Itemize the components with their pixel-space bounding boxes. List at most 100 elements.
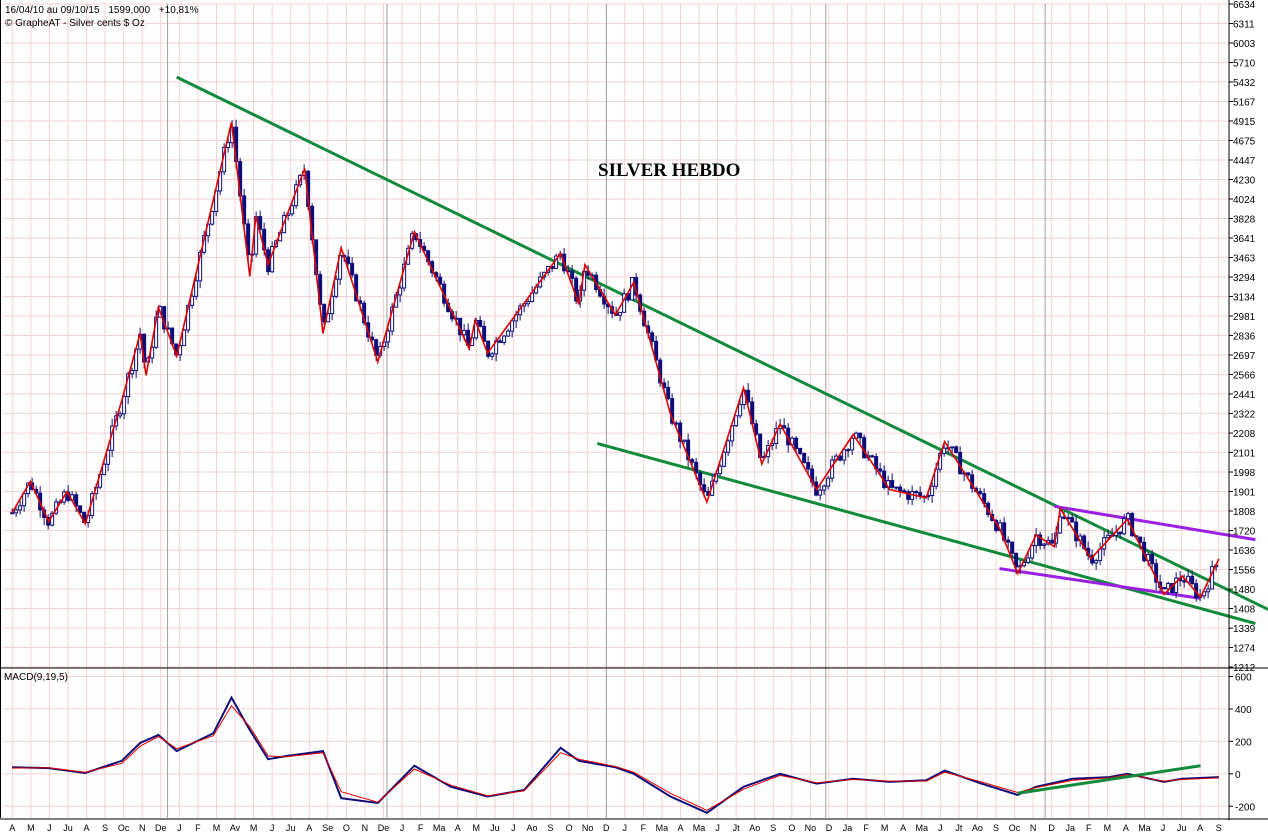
price-tick-label: 1556 xyxy=(1233,566,1256,577)
candle-body xyxy=(194,280,199,297)
month-label: J xyxy=(938,823,943,833)
month-label: Ma xyxy=(693,823,706,833)
candle-body xyxy=(1070,517,1075,523)
month-label: Ao xyxy=(972,823,983,833)
candle-body xyxy=(734,415,739,427)
candle-body xyxy=(618,311,623,316)
month-label: O xyxy=(343,823,350,833)
candle-body xyxy=(838,455,843,461)
trendline xyxy=(1054,504,1256,542)
candle-body xyxy=(1154,563,1159,583)
candle-body xyxy=(526,301,531,305)
month-label: A xyxy=(677,823,683,833)
candle-body xyxy=(18,505,23,511)
month-label: D xyxy=(1048,823,1055,833)
candle-body xyxy=(1174,577,1179,593)
candle-body xyxy=(890,480,895,488)
candle-body xyxy=(818,489,823,496)
candle-body xyxy=(950,446,955,449)
month-label: M xyxy=(27,823,35,833)
price-tick-label: 6003 xyxy=(1233,39,1256,50)
candle-body xyxy=(122,396,127,415)
header-info: 16/04/10 au 09/10/15 1599,000 +10,81% xyxy=(5,5,199,16)
candle-body xyxy=(954,446,959,454)
macd-tick-label: 200 xyxy=(1235,737,1252,748)
month-label: F xyxy=(863,823,869,833)
candle-body xyxy=(334,278,339,297)
price-tick-label: 2208 xyxy=(1233,429,1256,440)
chart-title: SILVER HEBDO xyxy=(598,160,740,181)
month-label: F xyxy=(641,823,647,833)
candle-body xyxy=(246,223,251,256)
month-label: S xyxy=(1216,823,1222,833)
candle-body xyxy=(1162,587,1167,590)
month-label: N xyxy=(139,823,146,833)
candle-body xyxy=(902,490,907,493)
macd-panel xyxy=(12,695,1219,814)
price-tick-label: 2836 xyxy=(1233,331,1256,342)
candle-body xyxy=(190,295,195,306)
candle-body xyxy=(258,216,263,230)
candle-body xyxy=(1126,513,1131,520)
month-label: S xyxy=(993,823,999,833)
candle-body xyxy=(1106,534,1111,539)
month-label: J xyxy=(400,823,405,833)
price-tick-label: 1212 xyxy=(1233,663,1256,674)
month-label: A xyxy=(9,823,15,833)
month-label: J xyxy=(1161,823,1166,833)
candle-body xyxy=(490,353,495,357)
price-tick-label: 2101 xyxy=(1233,448,1256,459)
month-label: Ju xyxy=(1177,823,1187,833)
month-label: S xyxy=(548,823,554,833)
month-label: J xyxy=(177,823,182,833)
month-label: No xyxy=(582,823,594,833)
price-tick-label: 4915 xyxy=(1233,117,1256,128)
candle-body xyxy=(1026,557,1031,563)
candle-body xyxy=(650,332,655,342)
price-tick-label: 1408 xyxy=(1233,605,1256,616)
month-label: A xyxy=(84,823,90,833)
price-tick-label: 2566 xyxy=(1233,370,1256,381)
month-label: M xyxy=(213,823,221,833)
candle-body xyxy=(722,451,727,467)
candle-body xyxy=(686,439,691,461)
candle-body xyxy=(10,512,15,515)
month-label: N xyxy=(1030,823,1037,833)
month-label: A xyxy=(306,823,312,833)
price-tick-label: 3641 xyxy=(1233,234,1256,245)
price-tick-label: 4675 xyxy=(1233,136,1256,147)
month-label: Ju xyxy=(490,823,500,833)
candle-body xyxy=(1014,552,1019,568)
candle-body xyxy=(1190,575,1195,585)
month-label: Ma xyxy=(433,823,446,833)
month-label: F xyxy=(195,823,201,833)
candle-body xyxy=(1058,516,1063,534)
price-tick-label: 5167 xyxy=(1233,97,1256,108)
candle-body xyxy=(1050,539,1055,544)
price-tick-label: 1998 xyxy=(1233,468,1256,479)
price-tick-label: 3294 xyxy=(1233,273,1256,284)
candle-body xyxy=(1166,583,1171,590)
candle-body xyxy=(322,303,327,323)
candle-body xyxy=(1010,541,1015,554)
candle-body xyxy=(826,477,831,487)
candle-body xyxy=(130,370,135,375)
candle-body xyxy=(14,509,19,514)
price-tick-label: 5432 xyxy=(1233,78,1256,89)
month-label: F xyxy=(1086,823,1092,833)
candle-body xyxy=(78,505,83,513)
candle-body xyxy=(506,330,511,337)
month-label: F xyxy=(418,823,424,833)
month-label: Ja xyxy=(843,823,853,833)
candle-body xyxy=(738,404,743,417)
candle-body xyxy=(842,449,847,461)
candle-body xyxy=(118,413,123,417)
month-label: Ju xyxy=(286,823,296,833)
zigzag-line xyxy=(11,122,1220,599)
price-tick-label: 2697 xyxy=(1233,351,1256,362)
candle-body xyxy=(198,251,203,282)
candle-body xyxy=(682,439,687,442)
month-label: Jt xyxy=(955,823,963,833)
month-label: No xyxy=(805,823,817,833)
